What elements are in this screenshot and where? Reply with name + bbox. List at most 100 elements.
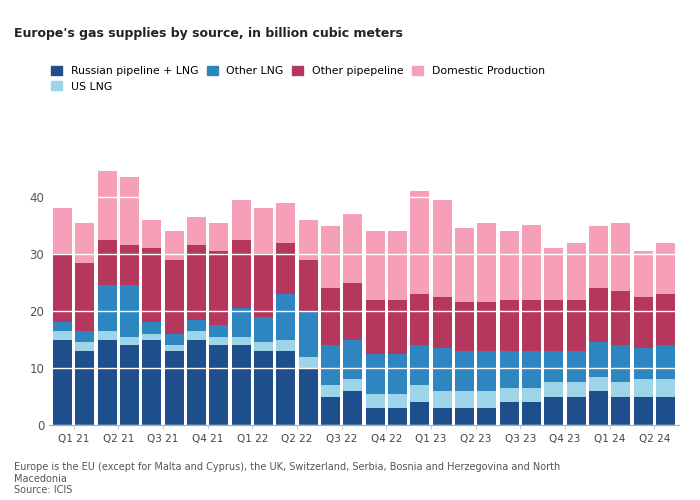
Bar <box>522 388 541 402</box>
Bar <box>164 231 183 260</box>
Bar <box>321 288 340 345</box>
Text: Source: ICIS: Source: ICIS <box>14 485 72 495</box>
Bar <box>120 345 139 425</box>
Bar <box>634 348 652 380</box>
Bar <box>53 331 72 340</box>
Bar <box>120 336 139 345</box>
Bar <box>477 391 496 408</box>
Bar <box>209 251 228 325</box>
Bar <box>343 282 363 340</box>
Bar <box>545 300 564 351</box>
Bar <box>209 336 228 345</box>
Bar <box>388 408 407 425</box>
Bar <box>76 262 94 331</box>
Bar <box>410 192 429 294</box>
Bar <box>97 331 117 340</box>
Bar <box>276 202 295 242</box>
Bar <box>187 340 206 425</box>
Bar <box>656 345 675 380</box>
Bar <box>410 345 429 385</box>
Bar <box>634 380 652 396</box>
Bar <box>209 325 228 336</box>
Bar <box>187 320 206 331</box>
Bar <box>500 351 519 388</box>
Bar <box>365 354 385 394</box>
Bar <box>343 380 363 391</box>
Bar <box>522 351 541 388</box>
Bar <box>254 316 273 342</box>
Text: Macedonia: Macedonia <box>14 474 67 484</box>
Bar <box>254 254 273 316</box>
Bar <box>299 368 318 425</box>
Bar <box>522 402 541 425</box>
Bar <box>299 260 318 311</box>
Bar <box>142 248 161 322</box>
Bar <box>365 300 385 354</box>
Bar <box>232 200 251 240</box>
Bar <box>477 222 496 302</box>
Bar <box>500 300 519 351</box>
Bar <box>321 396 340 425</box>
Bar <box>232 308 251 336</box>
Bar <box>545 248 564 300</box>
Bar <box>53 254 72 322</box>
Bar <box>120 246 139 286</box>
Bar <box>254 342 273 351</box>
Legend: Russian pipeline + LNG, US LNG, Other LNG, Other pipepeline, Domestic Production: Russian pipeline + LNG, US LNG, Other LN… <box>51 66 545 92</box>
Text: Europe's gas supplies by source, in billion cubic meters: Europe's gas supplies by source, in bill… <box>14 28 403 40</box>
Bar <box>455 228 474 302</box>
Bar <box>500 231 519 300</box>
Bar <box>97 172 117 240</box>
Bar <box>410 402 429 425</box>
Bar <box>120 177 139 246</box>
Bar <box>567 396 586 425</box>
Bar <box>545 396 564 425</box>
Bar <box>76 331 94 342</box>
Bar <box>656 380 675 396</box>
Bar <box>164 260 183 334</box>
Bar <box>299 356 318 368</box>
Bar <box>611 382 631 396</box>
Bar <box>433 200 452 296</box>
Bar <box>455 391 474 408</box>
Bar <box>365 408 385 425</box>
Bar <box>611 222 631 291</box>
Bar <box>410 294 429 345</box>
Bar <box>97 240 117 286</box>
Bar <box>209 222 228 251</box>
Bar <box>276 351 295 425</box>
Bar <box>500 388 519 402</box>
Bar <box>164 334 183 345</box>
Bar <box>477 302 496 351</box>
Bar <box>187 331 206 340</box>
Bar <box>254 351 273 425</box>
Bar <box>164 345 183 351</box>
Bar <box>97 286 117 331</box>
Bar <box>232 336 251 345</box>
Bar <box>634 396 652 425</box>
Bar <box>53 208 72 254</box>
Bar <box>276 294 295 340</box>
Bar <box>232 240 251 308</box>
Bar <box>500 402 519 425</box>
Bar <box>76 222 94 262</box>
Bar <box>611 345 631 382</box>
Bar <box>611 291 631 345</box>
Bar <box>567 351 586 382</box>
Bar <box>97 340 117 425</box>
Bar <box>299 220 318 260</box>
Bar <box>388 231 407 300</box>
Bar <box>634 296 652 348</box>
Bar <box>433 348 452 391</box>
Bar <box>365 231 385 300</box>
Bar <box>321 226 340 288</box>
Bar <box>321 385 340 396</box>
Bar <box>611 396 631 425</box>
Bar <box>656 294 675 345</box>
Bar <box>142 322 161 334</box>
Bar <box>388 354 407 394</box>
Bar <box>76 342 94 351</box>
Bar <box>589 376 608 391</box>
Bar <box>522 226 541 300</box>
Bar <box>276 242 295 294</box>
